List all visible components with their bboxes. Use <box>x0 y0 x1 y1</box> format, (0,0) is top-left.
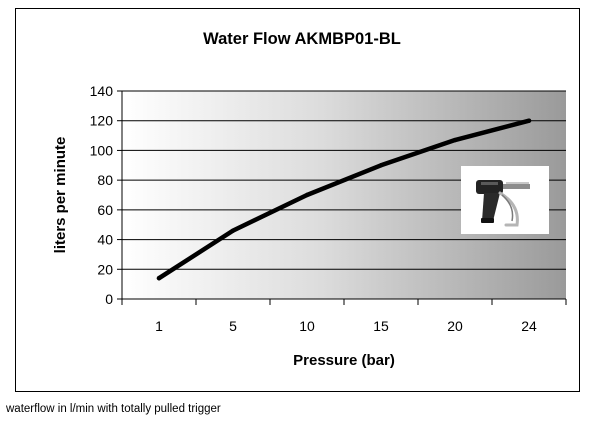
y-tick-label: 100 <box>90 142 114 158</box>
x-tick-label: 1 <box>155 318 163 334</box>
data-point <box>452 137 458 143</box>
data-point <box>526 118 532 123</box>
data-point <box>378 163 384 168</box>
series-line <box>156 118 532 281</box>
y-tick-label: 140 <box>90 83 114 99</box>
chart-caption: waterflow in l/min with totally pulled t… <box>6 403 221 415</box>
data-point <box>230 228 236 233</box>
data-point <box>304 192 310 198</box>
x-axis-ticks: 1 5 10 15 20 24 <box>121 299 567 334</box>
x-tick-label: 5 <box>229 318 237 334</box>
chart-frame: Water Flow AKMBP01-BL 0 20 40 60 80 100 120 140… <box>15 8 580 392</box>
y-tick-label: 80 <box>97 172 113 188</box>
x-tick-label: 10 <box>299 318 315 334</box>
data-point <box>156 276 162 281</box>
y-tick-label: 60 <box>97 202 113 218</box>
y-tick-label: 120 <box>90 113 114 129</box>
x-tick-label: 15 <box>373 318 389 334</box>
y-axis-ticks: 0 20 40 60 80 100 120 140 <box>90 83 122 307</box>
x-axis-label: Pressure (bar) <box>293 352 395 369</box>
y-tick-label: 20 <box>97 261 113 277</box>
y-axis-label: liters per minute <box>52 137 69 254</box>
x-tick-label: 20 <box>447 318 463 334</box>
gridlines <box>122 90 566 270</box>
y-tick-label: 40 <box>97 232 113 248</box>
spray-gun-image <box>461 166 549 234</box>
data-points <box>156 118 532 281</box>
x-tick-label: 24 <box>521 318 537 334</box>
y-tick-label: 0 <box>105 291 113 307</box>
line-chart: Water Flow AKMBP01-BL 020406080100120140… <box>52 30 567 369</box>
chart-title: Water Flow AKMBP01-BL <box>203 30 401 48</box>
